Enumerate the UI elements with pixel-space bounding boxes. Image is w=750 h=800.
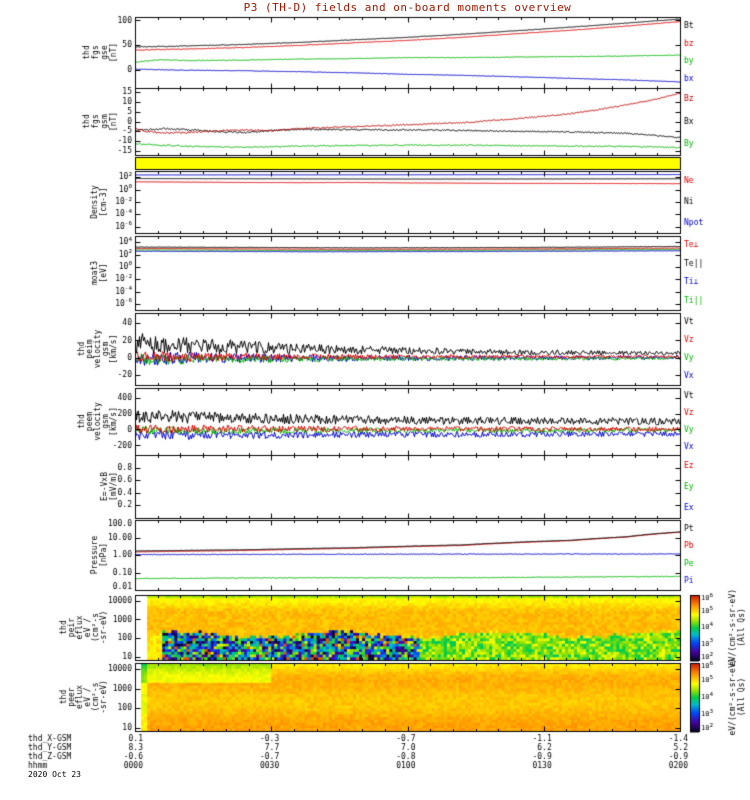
date-label: 2020 Oct 23 <box>28 770 81 779</box>
